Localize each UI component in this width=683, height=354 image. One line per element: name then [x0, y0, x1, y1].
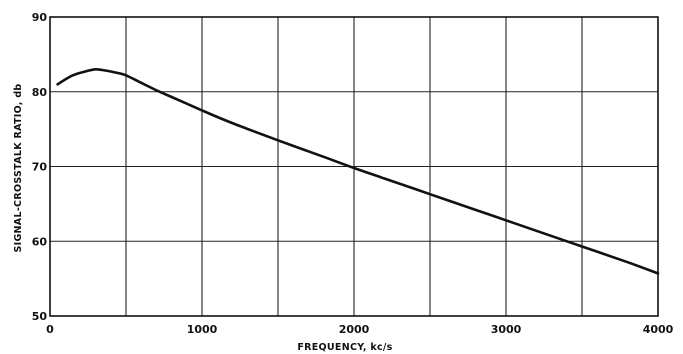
x-tick-label: 1000: [187, 323, 218, 336]
x-tick-label: 0: [46, 323, 54, 336]
y-tick-label: 70: [32, 161, 48, 174]
y-axis-label: SIGNAL-CROSSTALK RATIO, db: [13, 83, 24, 252]
plot-frame: [49, 16, 659, 317]
x-axis-label: FREQUENCY, kc/s: [297, 342, 392, 353]
series-layer: [56, 67, 660, 275]
x-tick-label: 4000: [643, 323, 674, 336]
y-tick-label: 60: [32, 235, 48, 248]
x-tick-label: 3000: [491, 323, 522, 336]
y-tick-labels: 50 60 70 80 90: [32, 11, 48, 323]
y-tick-label: 80: [32, 86, 48, 99]
x-tick-labels: 0 1000 2000 3000 4000: [46, 323, 673, 336]
x-tick-label: 2000: [339, 323, 370, 336]
y-tick-label: 90: [32, 11, 48, 24]
y-tick-label: 50: [32, 310, 48, 323]
grid: [50, 17, 658, 316]
series-line: [56, 67, 660, 275]
